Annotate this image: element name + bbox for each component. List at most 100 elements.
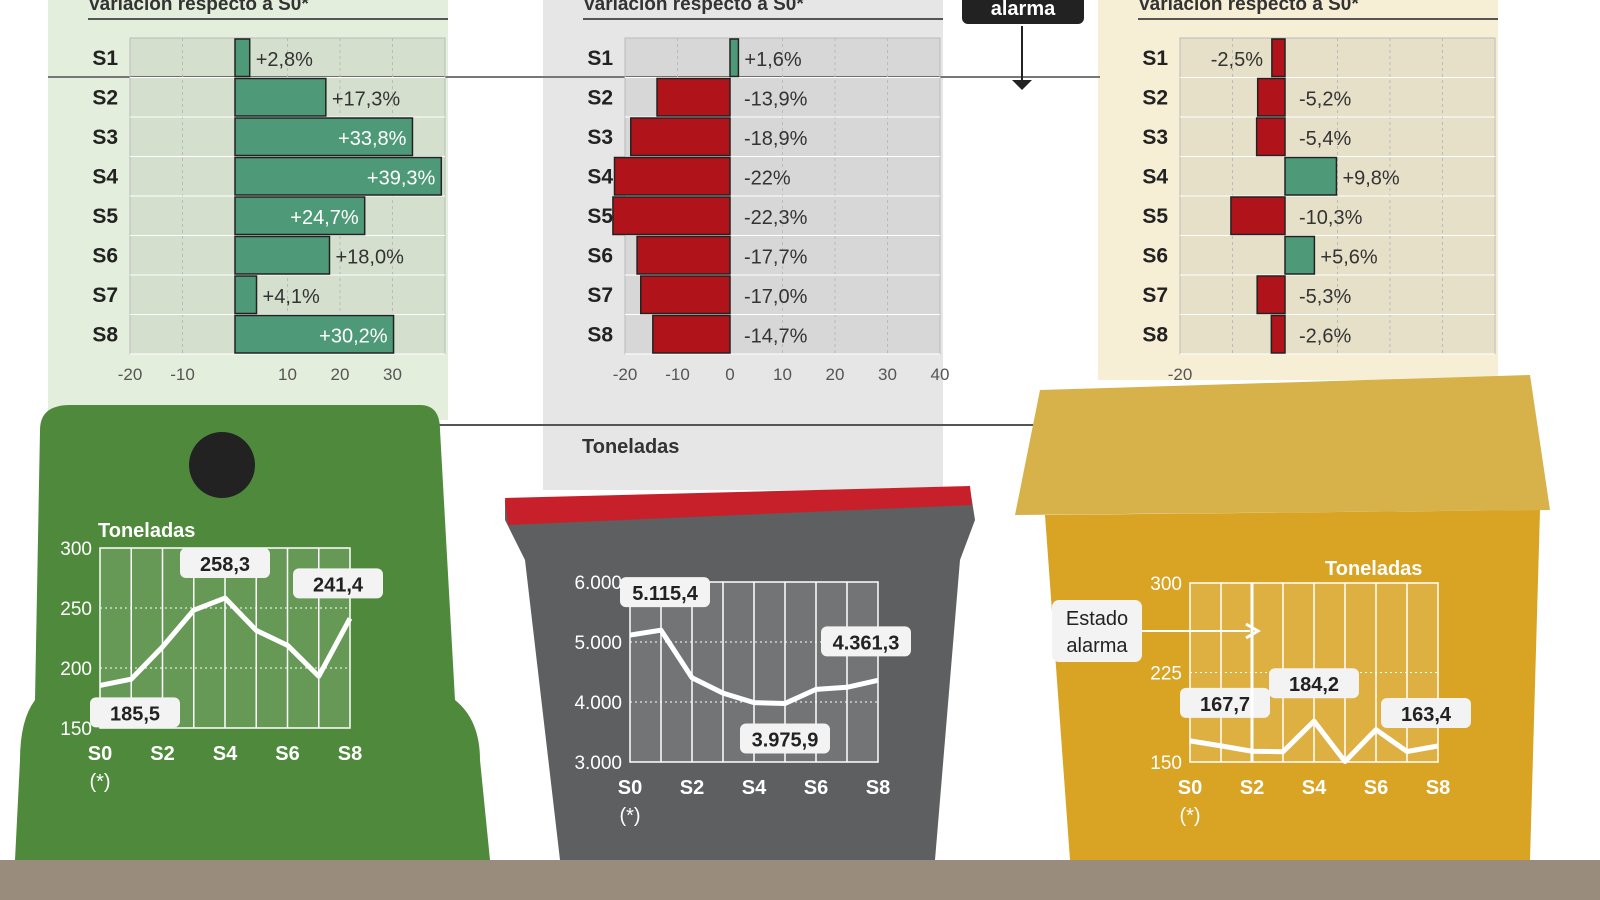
x-tick-label: -10	[665, 365, 690, 384]
bar-value-label: +4,1%	[263, 286, 320, 308]
x-tick-label: S2	[150, 743, 174, 765]
bar	[234, 314, 395, 354]
x-tick-label: 40	[931, 365, 950, 384]
bar	[234, 235, 331, 275]
toneladas-label: Toneladas	[98, 520, 195, 542]
y-tick-label: 225	[1150, 664, 1182, 685]
category-label: S3	[1142, 126, 1168, 149]
category-label: S1	[1142, 47, 1168, 70]
bar-value-label: -2,5%	[1211, 49, 1263, 71]
data-label: 184,2	[1289, 674, 1339, 696]
yellow-bar-title: Variación respecto a S0*	[1138, 0, 1498, 20]
bar-value-label: -10,3%	[1299, 207, 1363, 229]
bar	[652, 314, 731, 354]
category-label: S8	[587, 324, 613, 347]
bar-value-label: +5,6%	[1320, 247, 1377, 269]
category-label: S7	[587, 284, 613, 307]
x-tick-label: 20	[826, 365, 845, 384]
bar-value-label: +17,3%	[332, 89, 401, 111]
bar	[1256, 77, 1286, 117]
x-tick-label: S0	[618, 777, 642, 799]
green-bar-title: Variación respecto a S0*	[88, 0, 448, 20]
x-tick-label: 30	[383, 365, 402, 384]
data-label-box	[1381, 698, 1471, 729]
y-tick-label: 4.000	[574, 693, 622, 714]
bar-value-label: -2,6%	[1299, 326, 1351, 348]
y-tick-label: 250	[60, 599, 92, 620]
bar-value-label: -5,3%	[1299, 286, 1351, 308]
x-tick-label: S2	[1240, 777, 1264, 799]
x-tick-label: S6	[1364, 777, 1388, 799]
y-tick-label: 6.000	[574, 573, 622, 594]
bar	[1284, 235, 1316, 275]
bar	[1256, 275, 1286, 315]
category-label: S5	[587, 205, 613, 228]
y-tick-label: 150	[60, 719, 92, 740]
data-label-box	[620, 577, 710, 608]
bar	[1255, 117, 1286, 157]
bar-value-label: -5,4%	[1299, 128, 1351, 150]
gray-bin-lid	[505, 486, 972, 525]
x-tick-label: 0	[725, 365, 734, 384]
category-label: S2	[92, 87, 118, 110]
data-label: 4.361,3	[833, 632, 900, 654]
bar	[729, 38, 740, 78]
data-label-box	[293, 568, 383, 599]
green-bin	[15, 405, 490, 860]
data-label: 167,7	[1200, 694, 1250, 716]
category-label: S5	[92, 205, 118, 228]
y-tick-label: 3.000	[574, 753, 622, 774]
category-label: S4	[1142, 166, 1168, 189]
bar	[1271, 38, 1286, 78]
data-label: 5.115,4	[632, 583, 699, 605]
data-label-box	[90, 697, 180, 728]
y-tick-label: 150	[1150, 753, 1182, 774]
x-tick-label: S0	[1178, 777, 1202, 799]
category-label: S8	[92, 324, 118, 347]
gray-panel-bg	[543, 0, 943, 490]
x-tick-label: S2	[680, 777, 704, 799]
bar-value-label: -17,0%	[744, 286, 808, 308]
bar	[1284, 156, 1338, 196]
bar	[234, 38, 251, 78]
y-tick-label: 200	[60, 659, 92, 680]
series-line	[629, 627, 879, 706]
data-label: 258,3	[200, 554, 250, 576]
bar-value-label: -22,3%	[744, 207, 808, 229]
x-tick-label: 20	[331, 365, 350, 384]
toneladas-label: Toneladas	[1325, 558, 1422, 580]
bar	[234, 117, 414, 157]
category-label: S3	[587, 126, 613, 149]
bar	[613, 156, 731, 196]
bar-value-label: -13,9%	[744, 89, 808, 111]
x-tick-label: S6	[275, 743, 299, 765]
bar	[612, 196, 731, 236]
alarm-callout-box	[1052, 600, 1142, 662]
bar-value-label: -18,9%	[744, 128, 808, 150]
arrow-right-icon	[1245, 622, 1261, 640]
x-tick-label: S4	[742, 777, 767, 799]
x-tick-label: S0	[88, 743, 112, 765]
bar-value-label: +2,8%	[256, 49, 313, 71]
x-note: (*)	[89, 771, 110, 793]
bar	[1270, 314, 1286, 354]
gray-toneladas-label: Toneladas	[582, 436, 679, 458]
series-line	[99, 595, 353, 688]
bin-opening	[189, 432, 255, 498]
bar	[234, 77, 327, 117]
bar	[640, 275, 731, 315]
category-label: S7	[1142, 284, 1168, 307]
category-label: S5	[1142, 205, 1168, 228]
gray-bar-title: Variación respecto a S0*	[583, 0, 943, 20]
y-tick-label: 300	[60, 539, 92, 560]
series-line	[1189, 718, 1439, 765]
bar-value-label: +33,8%	[338, 128, 407, 150]
x-tick-label: S6	[804, 777, 828, 799]
y-tick-label: 300	[1150, 574, 1182, 595]
x-note: (*)	[619, 805, 640, 827]
x-tick-label: -20	[118, 365, 143, 384]
bar-value-label: +24,7%	[290, 207, 359, 229]
category-label: S2	[1142, 87, 1168, 110]
x-tick-label: -20	[613, 365, 638, 384]
bar-value-label: -5,2%	[1299, 89, 1351, 111]
